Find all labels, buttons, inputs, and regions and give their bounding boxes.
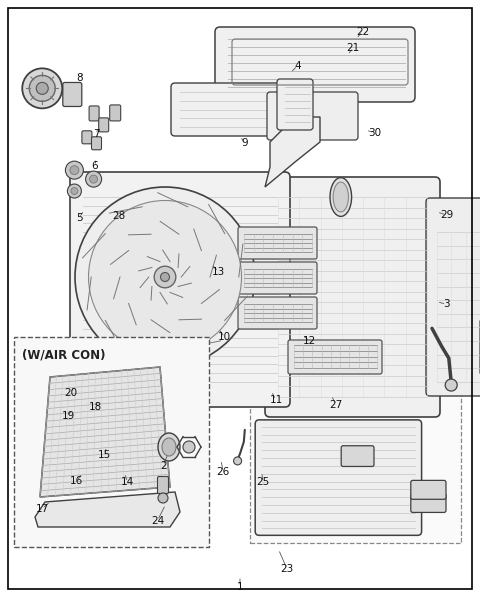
Text: 28: 28: [112, 211, 126, 221]
FancyBboxPatch shape: [265, 177, 440, 417]
FancyBboxPatch shape: [411, 481, 446, 499]
Text: 22: 22: [356, 27, 369, 36]
FancyBboxPatch shape: [92, 137, 101, 150]
Text: 25: 25: [256, 478, 270, 487]
Bar: [250, 382, 461, 543]
Circle shape: [88, 201, 241, 353]
FancyBboxPatch shape: [110, 105, 120, 121]
Text: 15: 15: [98, 450, 111, 460]
Circle shape: [67, 184, 82, 198]
Polygon shape: [40, 367, 170, 497]
FancyBboxPatch shape: [426, 198, 480, 396]
FancyBboxPatch shape: [288, 340, 382, 374]
Text: 10: 10: [218, 333, 231, 342]
Circle shape: [183, 441, 195, 453]
FancyBboxPatch shape: [63, 82, 82, 106]
Text: (W/AIR CON): (W/AIR CON): [22, 349, 106, 362]
FancyBboxPatch shape: [89, 106, 99, 121]
Bar: [14, 337, 209, 547]
Polygon shape: [35, 492, 180, 527]
Circle shape: [65, 161, 84, 179]
Text: 16: 16: [70, 476, 84, 485]
FancyBboxPatch shape: [99, 118, 108, 132]
FancyBboxPatch shape: [238, 227, 317, 259]
Text: 14: 14: [120, 478, 134, 487]
FancyBboxPatch shape: [238, 297, 317, 329]
Text: 23: 23: [280, 564, 294, 574]
Circle shape: [445, 379, 457, 391]
Text: 17: 17: [36, 504, 49, 513]
Circle shape: [29, 75, 55, 101]
Polygon shape: [265, 117, 320, 187]
FancyBboxPatch shape: [238, 262, 317, 294]
FancyBboxPatch shape: [255, 420, 421, 536]
Circle shape: [154, 266, 176, 288]
Text: 3: 3: [443, 300, 450, 309]
FancyBboxPatch shape: [171, 83, 299, 136]
Text: 30: 30: [368, 128, 381, 137]
FancyBboxPatch shape: [215, 27, 415, 102]
Text: 19: 19: [61, 411, 75, 421]
Circle shape: [234, 457, 241, 465]
Circle shape: [90, 175, 97, 183]
Text: 12: 12: [303, 337, 316, 346]
Text: 11: 11: [269, 395, 283, 405]
Ellipse shape: [158, 433, 180, 461]
FancyBboxPatch shape: [341, 446, 374, 466]
Text: 6: 6: [92, 161, 98, 171]
Circle shape: [160, 272, 169, 282]
Text: 20: 20: [64, 388, 78, 398]
Circle shape: [71, 187, 78, 195]
Circle shape: [158, 493, 168, 503]
Circle shape: [36, 82, 48, 94]
FancyBboxPatch shape: [82, 131, 92, 144]
Ellipse shape: [162, 438, 176, 456]
Text: 7: 7: [93, 130, 99, 139]
Circle shape: [75, 187, 255, 367]
Ellipse shape: [330, 178, 351, 216]
FancyBboxPatch shape: [277, 79, 313, 130]
Circle shape: [85, 171, 102, 187]
FancyBboxPatch shape: [157, 476, 168, 494]
Text: 8: 8: [76, 73, 83, 82]
Ellipse shape: [333, 182, 348, 212]
Text: 24: 24: [151, 516, 164, 525]
FancyBboxPatch shape: [267, 92, 358, 140]
FancyBboxPatch shape: [70, 172, 290, 407]
Text: 5: 5: [76, 213, 83, 223]
FancyBboxPatch shape: [411, 494, 446, 512]
Circle shape: [70, 165, 79, 175]
Text: 21: 21: [347, 43, 360, 53]
Text: 2: 2: [160, 461, 167, 470]
Text: 18: 18: [88, 402, 102, 412]
Text: 9: 9: [241, 139, 248, 148]
Circle shape: [22, 68, 62, 109]
Text: 29: 29: [440, 210, 453, 220]
Text: 4: 4: [294, 61, 301, 70]
Text: 27: 27: [329, 400, 343, 410]
Text: 13: 13: [212, 267, 225, 276]
Text: 26: 26: [216, 467, 230, 476]
Text: 1: 1: [237, 582, 243, 592]
